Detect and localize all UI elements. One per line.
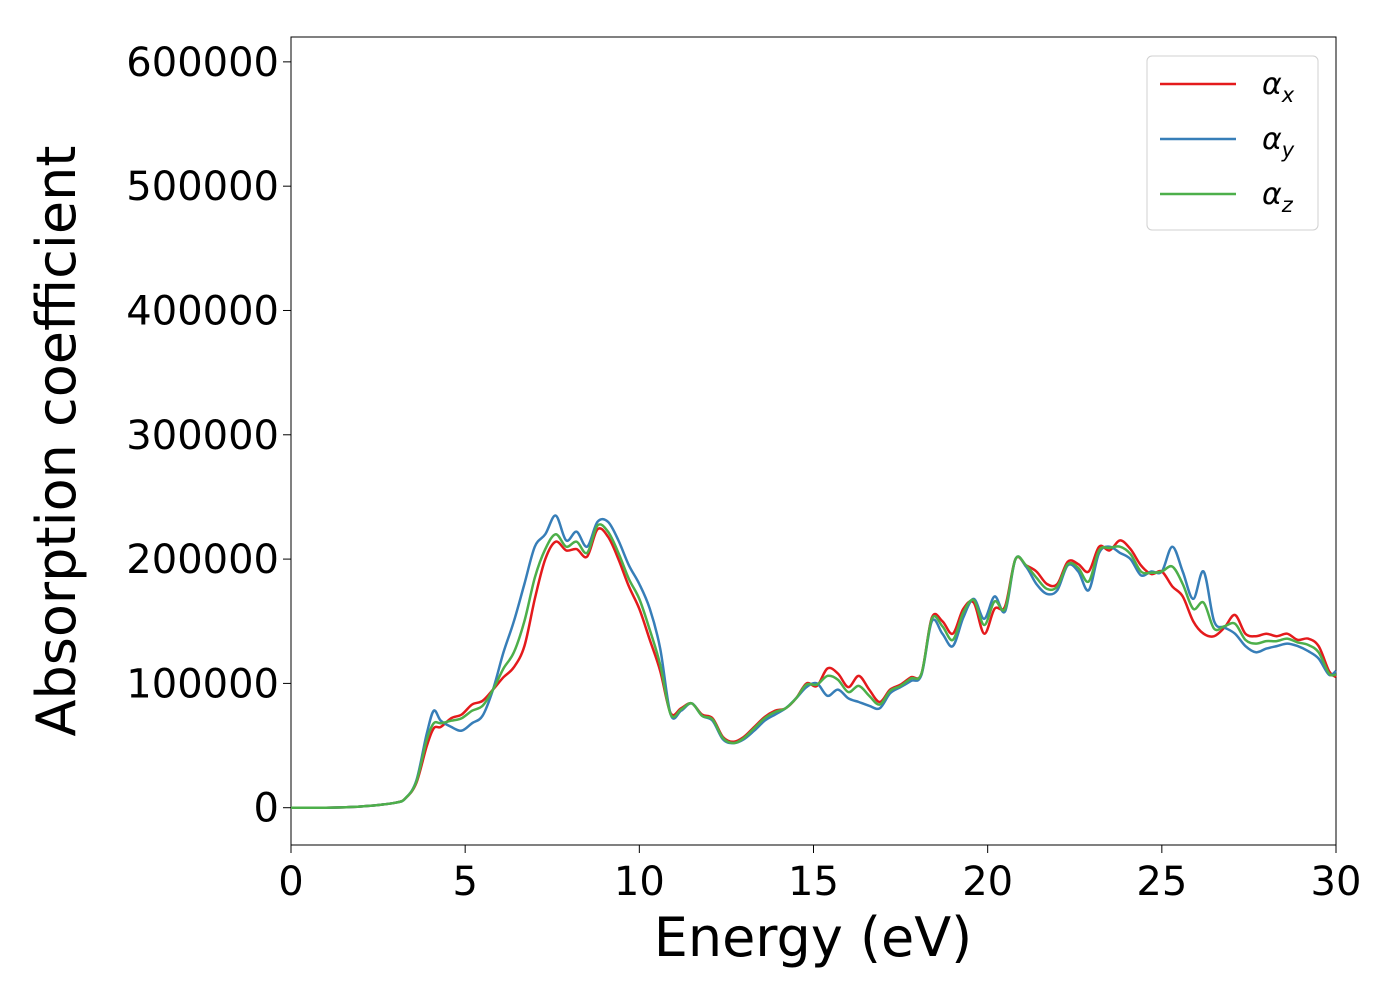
y-tick-label: 600000 [126,40,279,86]
x-tick-label: 25 [1136,859,1187,905]
y-tick-label: 400000 [126,288,279,334]
series-line-z [290,523,1337,810]
legend-frame [1146,55,1319,231]
x-tick-label: 0 [278,859,303,905]
y-tick-label: 300000 [126,413,279,459]
x-tick-label: 20 [962,859,1013,905]
legend-label: αy [1262,122,1295,162]
x-tick-label: 15 [788,859,839,905]
series-line-x [290,527,1337,810]
series-line-y [290,514,1337,810]
legend-items: αx αy αz [1160,67,1295,217]
x-tick-label: 30 [1311,859,1362,905]
legend-label: αz [1262,177,1294,217]
x-tick-label: 5 [452,859,477,905]
y-tick-label: 200000 [126,537,279,583]
y-tick-label: 500000 [126,164,279,210]
legend-label: αx [1262,67,1295,107]
legend: αx αy αz [1146,55,1319,231]
x-axis-ticks: 0 5 10 15 20 25 30 [278,845,1361,905]
y-tick-label: 0 [254,786,279,832]
series-layer [290,514,1337,810]
x-axis-title: Energy (eV) [654,906,973,969]
x-tick-label: 10 [614,859,665,905]
y-axis-title: Absorption coefficient [25,146,88,737]
y-tick-label: 100000 [126,661,279,707]
y-axis-ticks: 0 100000 200000 300000 400000 500000 600000 [126,40,291,832]
